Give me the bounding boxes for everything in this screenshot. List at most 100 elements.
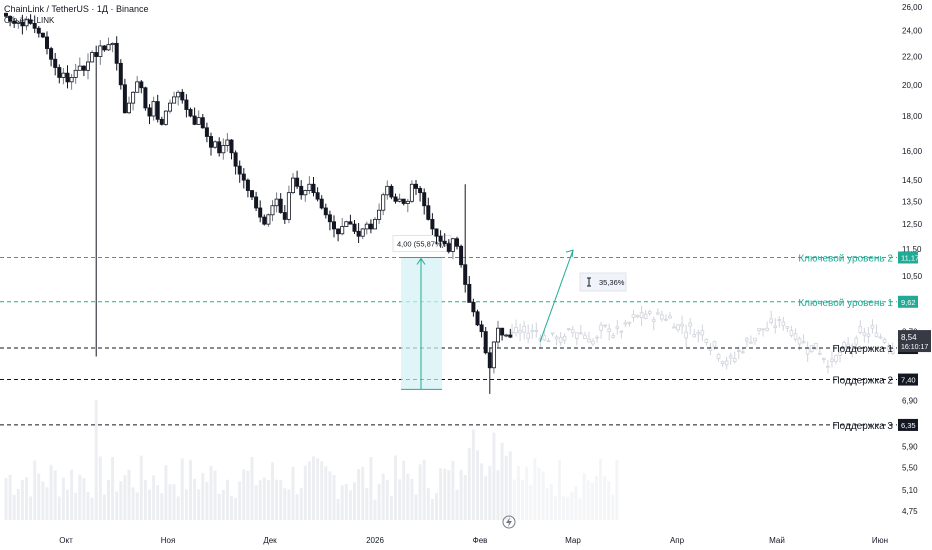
ghost-candle [700,330,705,336]
ghost-candle [599,324,603,331]
volume-bar [607,481,611,520]
candle [57,67,62,78]
volume-bar [230,495,233,520]
ghost-candle [643,313,648,319]
volume-bar [467,447,471,520]
candle [188,109,193,117]
ghost-candle [813,342,818,350]
ghost-candle [761,328,765,331]
volume-bar [127,469,131,520]
ghost-candle [773,325,778,328]
volume-bar [41,481,45,520]
ghost-candle [858,326,863,333]
volume-bar [107,480,110,520]
volume-bar [74,492,78,520]
candle [118,62,123,86]
ghost-candle [583,334,587,339]
x-tick-label: 2026 [366,536,384,545]
volume-bar [578,498,582,520]
lightning-icon[interactable] [502,515,516,529]
projection-arrowhead [565,249,574,258]
y-tick-label: 26,00 [902,3,923,12]
ghost-candle [647,311,652,314]
y-tick-label: 5,90 [902,443,918,452]
candle [196,117,201,125]
volume-bar [328,471,332,520]
ghost-candle [631,314,636,318]
support-label: Поддержка 2 [832,376,893,387]
y-tick-label: 13,50 [902,197,923,206]
volume-bar [123,475,127,520]
volume-bar [373,499,377,520]
projection-label-box [579,272,627,292]
volume-bar [381,473,385,520]
candle [381,194,386,211]
volume-bar [131,487,135,520]
candle [127,102,132,114]
volume-bar [283,488,287,520]
ghost-candle [878,336,883,339]
volume-bar [287,489,291,520]
candle [372,219,377,230]
ghost-candle [611,335,616,338]
volume-bar [599,459,602,520]
candle [311,183,316,194]
candle [479,324,484,332]
price-axis: 26,00 24,00 22,00 20,00 18,00 16,00 14,50 13,50… [902,3,923,516]
candle [249,190,254,198]
volume-bar [156,485,160,520]
candle [151,101,156,117]
candle [319,198,324,209]
x-tick-label: Июн [872,536,888,545]
volume-bar [320,461,324,520]
volume-bar [558,460,561,520]
ghost-candle [805,347,810,355]
volume-bar [562,496,566,520]
volume-bar [295,494,299,520]
volume-bar [492,432,496,520]
ghost-candle [777,319,782,321]
volume-bar [508,451,512,520]
candle [368,223,373,230]
volume-bar [209,465,213,520]
ghost-candle [822,358,826,360]
candle [24,19,29,27]
candle [331,221,336,230]
candle [4,12,9,17]
y-tick-label: 18,00 [902,112,923,121]
ghost-candle [651,319,656,322]
support-label: Поддержка 1 [832,344,893,355]
candle [307,183,312,191]
level-badge-label: 11,17 [901,253,919,262]
ghost-candle [558,337,563,343]
volume-bar [402,460,406,520]
candle [475,311,480,326]
x-tick-label: Мар [565,536,581,545]
candle [303,190,308,196]
candle [401,198,406,204]
volume-bar [221,489,225,520]
last-price-badge [898,330,931,353]
volume-bar [586,480,590,520]
candle [73,69,78,78]
measure-arrowhead [416,257,426,265]
ghost-candle [550,332,555,335]
volume-bar [33,460,37,520]
ghost-candle [615,326,620,329]
volume-bar [488,466,492,520]
candle [290,177,295,194]
ghost-candle [530,330,535,333]
candle [459,245,464,266]
candle [336,228,341,235]
candle [483,331,488,354]
level-badge [898,373,918,386]
y-tick-label: 4,75 [902,507,918,516]
candle [405,200,410,204]
volume-bar [394,455,397,520]
ghost-candle [720,361,725,364]
candle [323,207,328,216]
ghost-candle [882,339,887,343]
volume-bar [332,475,336,520]
level-badge-label: 7,40 [901,376,916,385]
